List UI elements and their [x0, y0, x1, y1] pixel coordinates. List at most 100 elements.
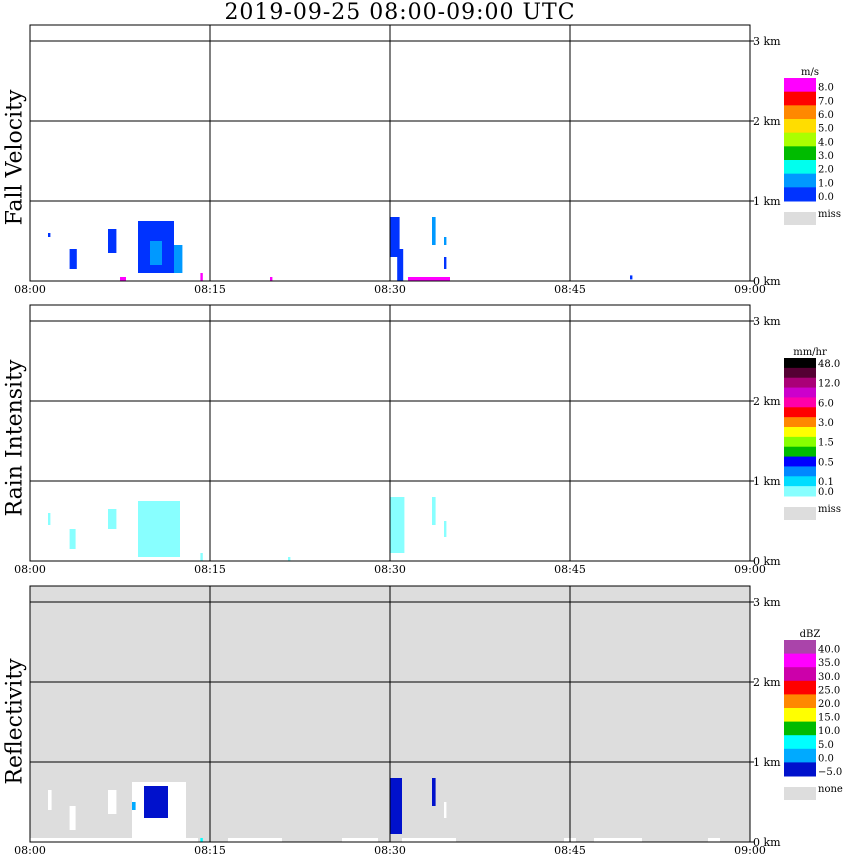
- colorbar-swatch: [784, 91, 816, 106]
- colorbar-label: 40.0: [818, 645, 840, 656]
- colorbar-label: 1.5: [818, 438, 834, 449]
- colorbar-label: 25.0: [818, 685, 840, 696]
- colorbar-swatch: [784, 105, 816, 120]
- colorbar-swatch: [784, 667, 816, 682]
- x-tick-label: 08:00: [14, 283, 46, 296]
- y-tick-label: 3 km: [753, 315, 781, 328]
- colorbar-swatch: [784, 748, 816, 763]
- colorbar-label: 2.0: [818, 165, 834, 176]
- x-tick-label: 09:00: [734, 563, 766, 576]
- colorbar-label: 3.0: [818, 151, 834, 162]
- colorbar-label: 0.1: [818, 477, 834, 488]
- data-cell: [630, 275, 633, 280]
- colorbar-swatch: [784, 417, 816, 428]
- colorbar-swatch: [784, 377, 816, 389]
- data-cell: [390, 217, 400, 257]
- x-tick-label: 08:45: [554, 844, 586, 857]
- colorbar-swatch: [784, 427, 816, 438]
- colorbar-label: 0.5: [818, 457, 834, 468]
- colorbar-label: 20.0: [818, 699, 840, 710]
- x-tick-label: 08:30: [374, 844, 406, 857]
- data-cell: [138, 501, 180, 557]
- colorbar-swatch: [784, 735, 816, 750]
- colorbar-swatch: [784, 78, 816, 93]
- colorbar-label: 12.0: [818, 379, 840, 390]
- x-tick-label: 08:45: [554, 283, 586, 296]
- y-tick-label: 2 km: [753, 115, 781, 128]
- x-tick-label: 08:45: [554, 563, 586, 576]
- colorbar-miss-label: miss: [818, 209, 841, 220]
- x-tick-label: 08:30: [374, 563, 406, 576]
- colorbar-miss-swatch: [784, 507, 816, 520]
- y-tick-label: 1 km: [753, 756, 781, 769]
- data-cell: [342, 838, 378, 842]
- colorbar-swatch: [784, 708, 816, 723]
- colorbar-label: 48.0: [818, 359, 840, 370]
- data-cell: [270, 277, 273, 281]
- data-cell: [144, 786, 168, 818]
- y-tick-label: 3 km: [753, 35, 781, 48]
- data-cell: [397, 249, 404, 281]
- data-cell: [48, 513, 51, 525]
- data-cell: [390, 497, 405, 553]
- colorbar-miss-label: none: [818, 784, 843, 795]
- data-cell: [432, 497, 436, 525]
- data-cell: [200, 838, 203, 842]
- colorbar-swatch: [784, 173, 816, 188]
- y-tick-label: 3 km: [753, 596, 781, 609]
- x-tick-label: 08:15: [194, 283, 226, 296]
- colorbar-miss-swatch: [784, 212, 816, 225]
- colorbar-label: 8.0: [818, 83, 834, 94]
- colorbar-label: 0.0: [818, 753, 834, 764]
- y-tick-label: 2 km: [753, 395, 781, 408]
- colorbar-label: 10.0: [818, 726, 840, 737]
- colorbar-swatch: [784, 680, 816, 695]
- data-cell: [708, 838, 720, 842]
- data-cell: [48, 790, 52, 810]
- colorbar-swatch: [784, 160, 816, 175]
- y-tick-label: 1 km: [753, 195, 781, 208]
- data-cell: [594, 838, 642, 842]
- colorbar-label: −5.0: [818, 767, 842, 778]
- data-cell: [200, 553, 203, 561]
- colorbar-label: 4.0: [818, 137, 834, 148]
- colorbar-swatch: [784, 476, 816, 487]
- data-cell: [408, 277, 450, 281]
- colorbar-swatch: [784, 367, 816, 379]
- colorbar-label: 0.0: [818, 487, 834, 498]
- colorbar-unit: dBZ: [800, 629, 821, 640]
- x-tick-label: 08:15: [194, 563, 226, 576]
- colorbar-swatch: [784, 721, 816, 736]
- colorbar-swatch: [784, 466, 816, 477]
- colorbar-label: 3.0: [818, 418, 834, 429]
- colorbar-unit: m/s: [801, 67, 819, 78]
- colorbar-label: 5.0: [818, 740, 834, 751]
- colorbar-swatch: [784, 187, 816, 202]
- data-cell: [444, 257, 447, 269]
- x-tick-label: 08:00: [14, 844, 46, 857]
- data-cell: [174, 245, 183, 273]
- colorbar-swatch: [784, 486, 816, 497]
- x-tick-label: 08:00: [14, 563, 46, 576]
- y-tick-label: 0 km: [753, 275, 781, 288]
- colorbar-swatch: [784, 407, 816, 418]
- data-cell: [432, 217, 436, 245]
- x-tick-label: 09:00: [734, 283, 766, 296]
- colorbar-swatch: [784, 436, 816, 448]
- data-cell: [132, 802, 136, 810]
- data-cell: [69, 806, 76, 830]
- y-tick-label: 0 km: [753, 555, 781, 568]
- data-cell: [69, 529, 76, 549]
- data-cell: [120, 277, 126, 281]
- colorbar-swatch: [784, 456, 816, 467]
- colorbar-swatch: [784, 640, 816, 655]
- colorbar-swatch: [784, 146, 816, 161]
- x-tick-label: 09:00: [734, 844, 766, 857]
- x-tick-label: 08:30: [374, 283, 406, 296]
- colorbar-label: 15.0: [818, 713, 840, 724]
- colorbar-swatch: [784, 446, 816, 458]
- data-cell: [30, 838, 198, 842]
- data-cell: [150, 241, 162, 265]
- data-cell: [48, 233, 51, 237]
